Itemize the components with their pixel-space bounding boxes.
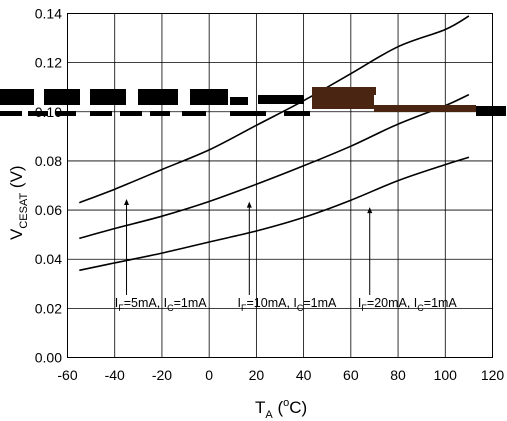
artifact-dash	[56, 111, 76, 116]
annotation-subscript: C	[297, 303, 304, 313]
annotation-text: I	[115, 296, 118, 310]
annotation-text: =1mA	[174, 296, 208, 310]
y-axis-symbol: V	[7, 228, 26, 240]
artifact-block	[44, 89, 80, 105]
artifact-dash	[150, 111, 170, 116]
artifact-brown-block	[374, 105, 476, 112]
annotation-text: I	[358, 296, 361, 310]
x-tick-label: 0	[205, 367, 213, 383]
artifact-dash	[90, 111, 112, 116]
artifact-dash	[284, 111, 310, 116]
artifact-dash	[120, 111, 142, 116]
annotation-arrowhead	[367, 207, 373, 214]
y-tick-label: 0.00	[35, 350, 62, 366]
x-tick-label: 20	[249, 367, 265, 383]
y-tick-label: 0.12	[35, 55, 62, 71]
x-axis-unit-close: C)	[289, 398, 307, 417]
scan-artifact	[0, 87, 506, 116]
y-tick-label: 0.08	[35, 153, 62, 169]
x-axis-symbol: T	[255, 398, 265, 417]
y-tick-label: 0.14	[35, 6, 62, 22]
x-axis-title: TA (oC)	[255, 397, 307, 421]
x-axis-unit-open: (	[273, 398, 284, 417]
annotation-subscript: F	[241, 303, 247, 313]
annotation-text: =10mA, I	[246, 296, 296, 310]
artifact-dash	[0, 111, 22, 116]
annotation-label-2: IF=10mA, IC=1mA	[238, 296, 338, 313]
series-line-2	[79, 93, 470, 240]
annotation-text: =1mA	[424, 296, 458, 310]
annotation-text: =20mA, I	[367, 296, 417, 310]
x-tick-label: -40	[105, 367, 125, 383]
y-tick-label: 0.06	[35, 202, 62, 218]
x-axis-subscript: A	[265, 409, 273, 421]
x-axis-degree: o	[283, 397, 289, 409]
plot-frame	[67, 13, 493, 358]
x-axis-ticks: -60 -40 -20 0 20 40 60 80 100 120	[57, 367, 504, 383]
annotation-arrowhead	[124, 199, 130, 206]
y-axis-subscript: CESAT	[18, 193, 30, 229]
annotations: IF=5mA, IC=1mA IF=10mA, IC=1mA IF=20mA, IC…	[115, 199, 458, 313]
artifact-block	[476, 106, 506, 116]
artifact-block	[90, 89, 126, 105]
y-tick-label: 0.02	[35, 300, 62, 316]
artifact-brown-block	[312, 87, 376, 95]
annotation-subscript: C	[417, 303, 424, 313]
annotation-text: =5mA, I	[124, 296, 167, 310]
x-tick-label: -60	[57, 367, 77, 383]
artifact-block	[190, 89, 228, 105]
artifact-dash	[182, 111, 206, 116]
artifact-block	[138, 89, 178, 105]
artifact-block	[0, 89, 34, 105]
y-axis-ticks: 0.000.020.040.060.080.100.120.14	[35, 6, 62, 366]
annotation-subscript: F	[361, 303, 367, 313]
x-tick-label: 40	[296, 367, 312, 383]
artifact-brown-block	[312, 95, 374, 109]
artifact-dash	[230, 111, 266, 116]
annotation-label-1: IF=5mA, IC=1mA	[115, 296, 208, 313]
y-axis-unit: (V)	[7, 165, 26, 192]
series-line-1	[79, 15, 470, 204]
artifact-dash	[28, 111, 48, 116]
y-tick-label: 0.04	[35, 251, 62, 267]
series-group	[79, 15, 470, 272]
x-tick-label: 60	[343, 367, 359, 383]
annotation-text: =1mA	[303, 296, 337, 310]
artifact-block	[230, 97, 248, 105]
annotation-text: I	[238, 296, 241, 310]
y-axis-title: VCESAT (V)	[7, 165, 30, 240]
annotation-subscript: F	[118, 303, 124, 313]
annotation-arrowhead	[246, 201, 252, 208]
x-tick-label: -20	[152, 367, 172, 383]
x-tick-label: 80	[390, 367, 406, 383]
x-tick-label: 120	[481, 367, 505, 383]
artifact-block	[258, 95, 304, 104]
series-line-3	[79, 156, 470, 272]
x-tick-label: 100	[434, 367, 458, 383]
annotation-subscript: C	[167, 303, 174, 313]
annotation-label-3: IF=20mA, IC=1mA	[358, 296, 458, 313]
